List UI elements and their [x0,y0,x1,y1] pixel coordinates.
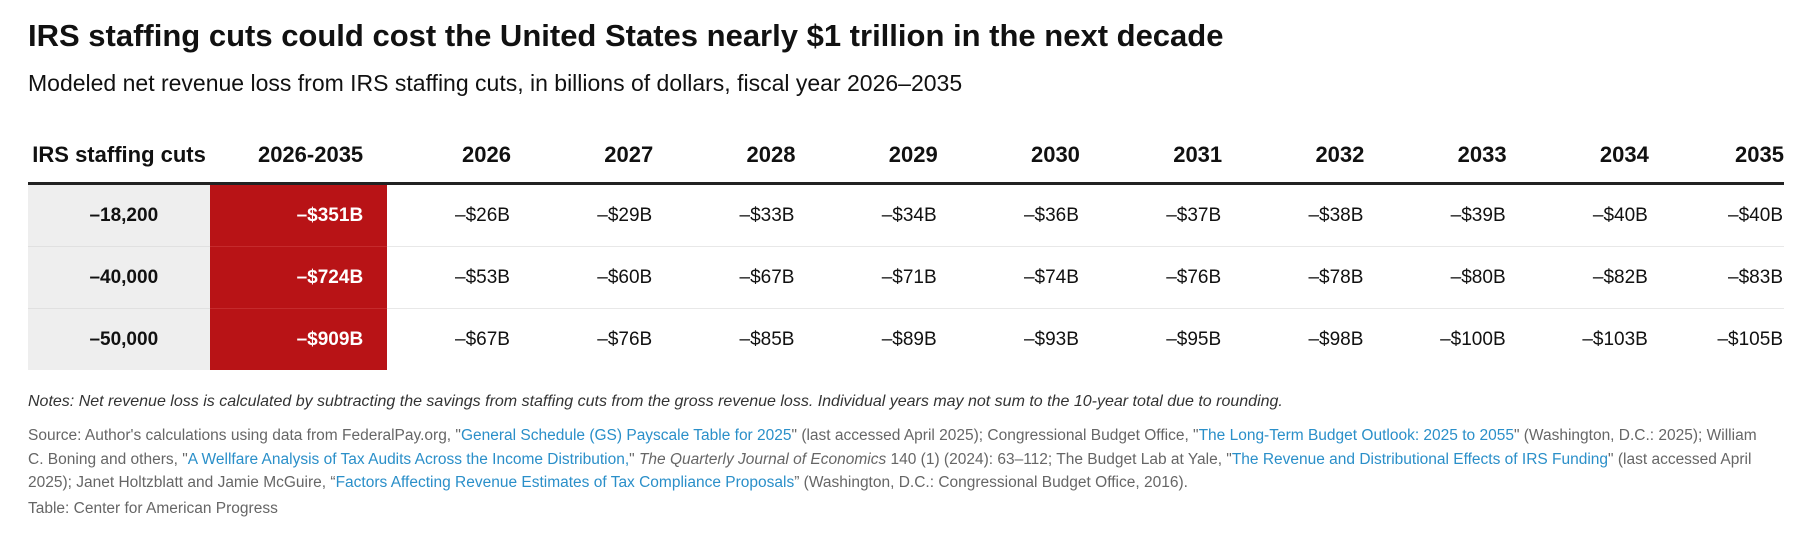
source-text: Source: Author's calculations using data… [28,424,1768,495]
table-credit: Table: Center for American Progress [28,500,278,517]
chart-subtitle: Modeled net revenue loss from IRS staffi… [28,70,963,96]
source-fragment: " (Washington, D.C.: 2025); William C. B… [28,427,1757,468]
notes-text: Notes: Net revenue loss is calculated by… [28,393,1283,410]
year-cell: –$105B [1717,328,1783,350]
header-row: IRS staffing cuts 2026-2035 2026 2027 20… [28,128,1784,185]
table-row: –18,200 –$351B –$26B –$29B –$33B –$34B –… [28,183,1784,247]
year-cell: –$93B [1023,328,1079,350]
year-cell: –$76B [1079,246,1223,309]
year-cell: –$80B [1364,246,1507,309]
column-header: 2035 [1648,128,1784,185]
year-cell: –$67B [455,328,510,350]
source-link-cbo-outlook[interactable]: The Long-Term Budget Outlook: 2025 to 20… [1198,427,1514,444]
source-fragment: 140 (1) (2024): 63–112; The Budget Lab a… [886,450,1232,468]
year-cell: –$36B [937,183,1080,247]
year-cell: –$103B [1582,328,1648,350]
year-cell: –$60B [510,246,654,309]
year-cell: –$78B [1222,246,1365,309]
column-header: 2030 [937,128,1080,185]
source-link-budget-lab[interactable]: The Revenue and Distributional Effects o… [1231,450,1609,468]
source-fragment: " [629,450,639,468]
year-cell: –$100B [1440,328,1506,350]
year-cell: –$95B [1166,328,1222,350]
source-fragment: Source: Author's calculations using data… [28,427,461,444]
row-label: –50,000 [28,308,211,370]
column-header: 2026-2035 [210,128,388,185]
total-cell: –$724B [210,246,388,309]
row-label: –18,200 [28,183,211,247]
year-cell: –$26B [387,183,511,247]
year-cell: –$53B [387,246,511,309]
data-table: IRS staffing cuts 2026-2035 2026 2027 20… [28,128,1784,370]
column-header: 2029 [795,128,938,185]
year-cell: –$29B [510,183,654,247]
total-cell: –$909B [210,308,388,370]
column-header: IRS staffing cuts [28,128,211,185]
year-cell: –$76B [597,328,653,350]
year-cell: –$33B [653,183,796,247]
year-cell: –$38B [1222,183,1365,247]
year-cell: –$39B [1364,183,1507,247]
column-header: 2032 [1222,128,1365,185]
year-cell: –$83B [1648,246,1784,309]
table-row: –50,000 –$909B –$67B –$76B –$85B –$89B –… [28,308,1784,370]
year-cell: –$82B [1506,246,1649,309]
source-fragment: ” (Washington, D.C.: Congressional Budge… [794,474,1188,491]
year-cell: –$74B [937,246,1080,309]
year-cell: –$89B [881,328,937,350]
source-link-cbo-compliance[interactable]: Factors Affecting Revenue Estimates of T… [335,474,795,491]
source-link-gs-payscale[interactable]: General Schedule (GS) Payscale Table for… [460,427,792,444]
year-cell: –$34B [795,183,938,247]
year-cell: –$98B [1308,328,1364,350]
year-cell: –$40B [1506,183,1649,247]
total-cell: –$351B [210,183,388,247]
row-label: –40,000 [28,246,211,309]
column-header: 2034 [1506,128,1649,185]
source-link-tax-audits[interactable]: A Wellfare Analysis of Tax Audits Across… [187,450,630,468]
chart-title: IRS staffing cuts could cost the United … [28,18,1224,53]
column-header: 2028 [653,128,796,185]
source-fragment: " (last accessed April 2025); Janet Holt… [28,450,1752,492]
year-cell: –$67B [653,246,796,309]
column-header: 2027 [510,128,654,185]
year-cell: –$71B [795,246,938,309]
year-cell: –$85B [739,328,795,350]
column-header: 2033 [1364,128,1507,185]
column-header: 2026 [387,128,511,185]
table-row: –40,000 –$724B –$53B –$60B –$67B –$71B –… [28,246,1784,309]
year-cell: –$37B [1079,183,1223,247]
year-cell: –$40B [1648,183,1784,247]
column-header: 2031 [1079,128,1223,185]
journal-title: The Quarterly Journal of Economics [638,450,887,468]
source-fragment: " (last accessed April 2025); Congressio… [791,427,1199,444]
